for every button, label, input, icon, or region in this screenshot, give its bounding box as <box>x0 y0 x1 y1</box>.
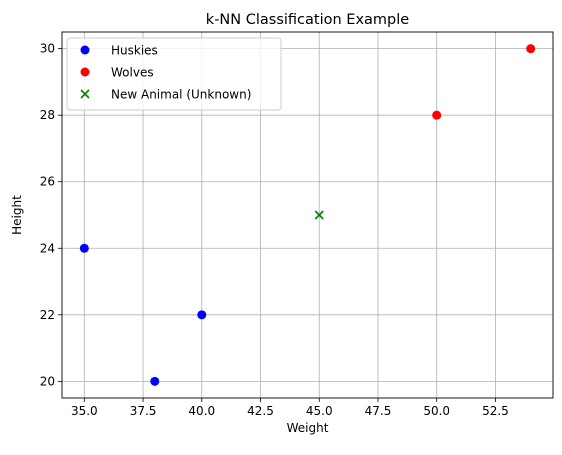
data-point <box>150 376 160 386</box>
legend-marker <box>80 67 90 77</box>
legend-item: New Animal (Unknown) <box>80 88 251 102</box>
legend-item: Huskies <box>80 44 158 58</box>
legend-marker <box>80 45 90 55</box>
plot-frame <box>61 31 554 399</box>
data-points <box>79 44 536 386</box>
y-tick-label: 24 <box>40 241 55 255</box>
x-tick-label: 47.5 <box>365 404 392 418</box>
x-tick-label: 45.0 <box>306 404 333 418</box>
y-tick-label: 30 <box>40 42 55 56</box>
x-tick-label: 50.0 <box>423 404 450 418</box>
x-axis-label: Weight <box>287 421 329 435</box>
y-axis-label: Height <box>10 195 24 235</box>
legend-item: Wolves <box>80 66 154 80</box>
y-tick-label: 22 <box>40 308 55 322</box>
data-point <box>432 110 442 120</box>
data-point <box>197 310 207 320</box>
y-tick-label: 28 <box>40 108 55 122</box>
x-tick-label: 42.5 <box>247 404 274 418</box>
legend-label: Huskies <box>111 44 158 58</box>
x-axis-ticks: 35.0 37.5 40.0 42.5 45.0 47.5 50.0 52.5 <box>71 398 509 418</box>
legend-label: New Animal (Unknown) <box>111 88 251 102</box>
x-tick-label: 35.0 <box>71 404 98 418</box>
x-tick-label: 40.0 <box>188 404 215 418</box>
y-axis-ticks: 20 22 24 26 28 30 <box>40 42 62 388</box>
data-point <box>526 44 536 54</box>
y-tick-label: 26 <box>40 175 55 189</box>
x-tick-label: 37.5 <box>130 404 157 418</box>
data-point <box>314 210 324 220</box>
legend-box <box>66 37 282 111</box>
data-point <box>79 243 89 253</box>
legend: Huskies Wolves New Animal (Unknown) <box>66 37 282 111</box>
legend-marker <box>80 89 90 99</box>
chart-title: k-NN Classification Example <box>206 12 409 28</box>
legend-label: Wolves <box>111 66 154 80</box>
y-tick-label: 20 <box>40 374 55 388</box>
x-tick-label: 52.5 <box>482 404 509 418</box>
